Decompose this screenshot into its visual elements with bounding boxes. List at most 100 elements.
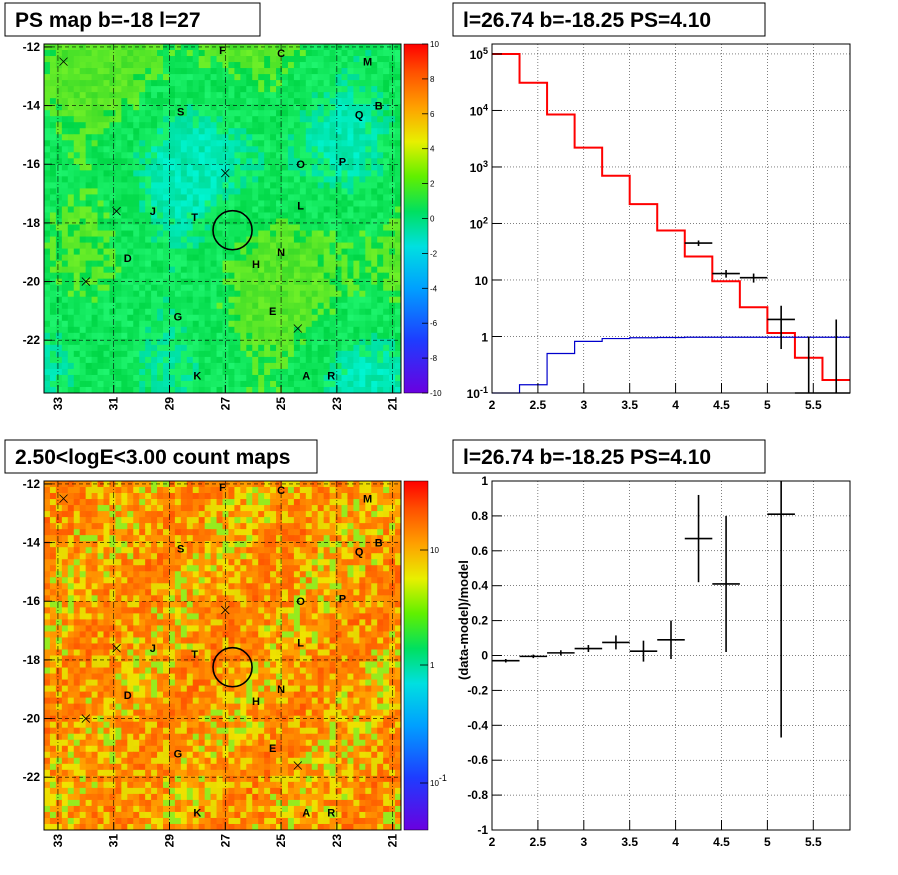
heatmap-cell [329,188,337,196]
heatmap-cell [151,517,158,524]
heatmap-cell [49,146,57,153]
heatmap-cell [287,553,295,560]
heatmap-cell [389,194,396,202]
heatmap-cell [139,140,146,147]
heatmap-cell [204,92,212,99]
heatmap-cell [73,188,81,196]
heatmap-cell [353,499,360,506]
heatmap-cell [246,535,253,542]
heatmap-cell [258,278,265,286]
heatmap-cell [365,284,372,292]
heatmap-cell [49,170,57,177]
heatmap-cell [91,56,99,63]
heatmap-cell [353,278,360,286]
heatmap-cell [222,50,230,57]
heatmap-cell [79,505,87,512]
heatmap-cell [365,140,372,147]
heatmap-cell [85,523,93,530]
heatmap-cell [371,541,378,548]
heatmap-cell [329,104,337,111]
heatmap-cell [359,344,366,352]
heatmap-cell [317,571,325,578]
heatmap-cell [282,80,289,87]
heatmap-cell [204,128,212,135]
heatmap-cell [139,206,146,214]
heatmap-cell [246,242,253,250]
heatmap-cell [67,110,75,117]
heatmap-cell [222,62,230,69]
heatmap-cell [174,583,182,590]
heatmap-cell [151,589,158,596]
heatmap-cell [282,206,289,214]
heatmap-cell [365,380,372,388]
heatmap-cell [67,499,75,506]
heatmap-cell [252,74,259,81]
heatmap-cell [145,344,152,352]
heatmap-cell [329,595,337,602]
heatmap-cell [186,92,194,99]
heatmap-cell [204,158,212,165]
heatmap-cell [85,80,93,87]
heatmap-cell [287,248,295,256]
heatmap-cell [121,74,128,81]
heatmap-cell [73,44,81,51]
heatmap-cell [299,176,307,183]
heatmap-cell [389,595,396,602]
heatmap-cell [55,140,63,147]
heatmap-cell [293,493,301,500]
heatmap-cell [168,607,176,614]
heatmap-cell [276,128,283,135]
heatmap-cell [365,529,372,536]
heatmap-cell [383,350,390,358]
heatmap-cell [264,230,271,238]
heatmap-cell [44,589,51,596]
heatmap-cell [55,338,63,346]
heatmap-cell [115,571,122,578]
heatmap-cell [359,493,366,500]
heatmap-cell [276,487,283,494]
heatmap-cell [109,320,116,328]
heatmap-cell [139,559,146,566]
heatmap-cell [240,200,247,208]
heatmap-cell [389,583,396,590]
heatmap-cell [192,535,200,542]
heatmap-cell [383,487,390,494]
heatmap-cell [79,80,87,87]
heatmap-cell [103,152,111,159]
heatmap-cell [157,56,164,63]
heatmap-cell [293,212,301,220]
heatmap-cell [353,290,360,298]
heatmap-cell [157,50,164,57]
heatmap-cell [44,248,51,256]
point-source-marker [293,324,303,333]
heatmap-cell [157,212,164,220]
heatmap-cell [305,499,313,506]
heatmap-cell [329,601,337,608]
heatmap-cell [55,595,63,602]
heatmap-cell [186,164,194,171]
heatmap-cell [389,116,396,123]
heatmap-cell [270,170,277,177]
heatmap-cell [282,248,289,256]
heatmap-cell [323,200,331,208]
heatmap-cell [335,571,343,578]
heatmap-cell [174,248,182,256]
heatmap-cell [55,266,63,274]
heatmap-cell [323,272,331,280]
heatmap-cell [222,613,230,620]
heatmap-cell [270,332,277,340]
heatmap-cell [198,308,206,316]
heatmap-cell [222,523,230,530]
heatmap-cell [317,92,325,99]
heatmap-cell [264,98,271,105]
heatmap-cell [317,158,325,165]
heatmap-cell [139,386,146,393]
source-label: J [150,206,156,218]
heatmap-cell [377,523,384,530]
heatmap-cell [180,140,188,147]
heatmap-cell [180,326,188,334]
heatmap-cell [222,326,230,334]
heatmap-cell [115,547,122,554]
heatmap-cell [139,230,146,238]
ps-map-title-box [4,2,261,37]
